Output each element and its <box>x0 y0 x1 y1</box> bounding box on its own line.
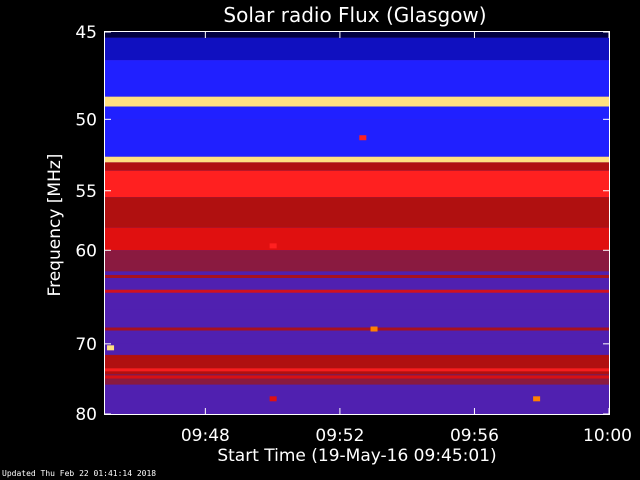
y-tick-label: 45 <box>75 23 97 43</box>
emission-line <box>105 375 609 379</box>
y-tick-label: 70 <box>75 335 97 355</box>
frequency-band <box>105 197 609 228</box>
frequency-band <box>105 96 609 107</box>
frequency-band <box>105 250 609 272</box>
frequency-band <box>105 162 609 171</box>
x-tick-label: 09:56 <box>450 426 499 446</box>
spectrogram-plot <box>105 32 609 414</box>
x-axis-label: Start Time (19-May-16 09:45:01) <box>217 446 496 466</box>
emission-line <box>105 368 609 372</box>
y-tick-label: 60 <box>75 241 97 261</box>
emission-line <box>105 289 609 293</box>
y-axis: 45 50 55 60 70 80 <box>75 23 609 425</box>
emission-line <box>105 327 609 331</box>
frequency-band <box>105 355 609 375</box>
frequency-band <box>105 156 609 163</box>
y-tick-label: 80 <box>75 405 97 425</box>
y-tick-label: 55 <box>75 182 97 202</box>
x-tick-label: 09:48 <box>181 426 230 446</box>
x-tick-label: 10:00 <box>583 426 632 446</box>
emission-line <box>105 274 609 278</box>
frequency-band <box>105 170 609 198</box>
frequency-band <box>105 384 609 402</box>
frequency-band <box>105 309 609 344</box>
burst-mark <box>533 396 541 402</box>
y-axis-label: Frequency [MHz] <box>45 154 65 297</box>
plot-frame <box>104 31 610 415</box>
chart-title: Solar radio Flux (Glasgow) <box>223 3 486 27</box>
burst-mark <box>370 326 378 332</box>
frequency-band <box>105 32 609 38</box>
frequency-band <box>105 401 609 414</box>
frequency-band <box>105 37 609 61</box>
frequency-band <box>105 60 609 97</box>
frequency-band <box>105 227 609 251</box>
frequency-band <box>105 106 609 120</box>
updated-timestamp: Updated Thu Feb 22 01:41:14 2018 <box>2 469 157 478</box>
frequency-band <box>105 343 609 356</box>
x-tick-label: 09:52 <box>315 426 364 446</box>
frequency-band <box>105 374 609 385</box>
frequency-band <box>105 119 609 157</box>
emission-line <box>105 354 609 358</box>
x-axis: 09:48 09:52 09:56 10:00 <box>181 32 632 446</box>
y-tick-label: 50 <box>75 110 97 130</box>
burst-mark <box>359 135 367 141</box>
burst-mark <box>107 345 115 351</box>
burst-mark <box>269 243 277 249</box>
burst-mark <box>269 396 277 402</box>
